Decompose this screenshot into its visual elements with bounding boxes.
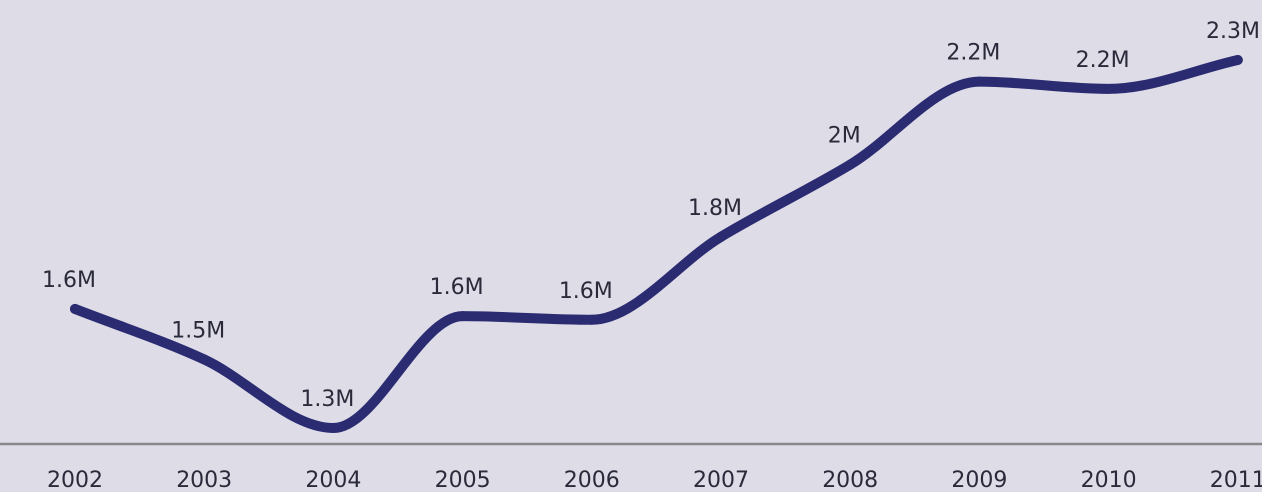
data-point-2006 — [586, 314, 597, 325]
x-tick-label-2004: 2004 — [305, 468, 361, 492]
data-point-2008 — [845, 159, 856, 170]
data-label-2004: 1.3M — [300, 387, 354, 412]
x-axis-ticks: 2002 2003 2004 2005 2006 2007 2008 2009 2010 2011 — [47, 468, 1262, 492]
data-point-2002 — [70, 303, 80, 314]
x-tick-label-2005: 2005 — [435, 468, 491, 492]
data-labels: 1.6M 1.5M 1.3M 1.6M 1.6M 1.8M 2M 2.2M 2.2M 2.3M — [42, 19, 1260, 412]
data-point-2011 — [1232, 55, 1243, 65]
x-tick-label-2010: 2010 — [1081, 468, 1137, 492]
data-label-2010: 2.2M — [1076, 48, 1130, 73]
x-tick-label-2009: 2009 — [951, 468, 1007, 492]
data-label-2002: 1.6M — [42, 268, 96, 293]
data-point-2009 — [974, 76, 985, 87]
x-tick-label-2003: 2003 — [176, 468, 232, 492]
data-point-2005 — [457, 311, 468, 322]
data-point-2010 — [1103, 83, 1114, 94]
data-point-2003 — [199, 354, 210, 365]
data-label-2007: 1.8M — [688, 196, 742, 221]
data-label-2005: 1.6M — [430, 275, 484, 300]
data-point-2004 — [328, 423, 339, 433]
data-label-2009: 2.2M — [946, 41, 1000, 66]
data-label-2003: 1.5M — [171, 318, 225, 343]
x-tick-label-2002: 2002 — [47, 468, 103, 492]
data-label-2008: 2M — [828, 124, 861, 149]
data-point-2007 — [716, 231, 726, 242]
x-tick-label-2008: 2008 — [822, 468, 878, 492]
series-group — [70, 55, 1243, 433]
x-tick-label-2011: 2011 — [1210, 468, 1262, 492]
series-line — [70, 55, 1243, 433]
x-tick-label-2006: 2006 — [564, 468, 620, 492]
data-label-2011: 2.3M — [1206, 19, 1260, 44]
x-tick-label-2007: 2007 — [693, 468, 749, 492]
data-label-2006: 1.6M — [559, 279, 613, 304]
